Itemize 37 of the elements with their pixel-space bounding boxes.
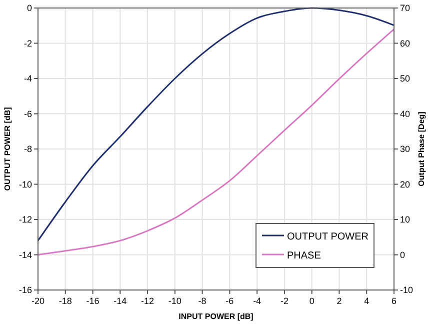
x-tick-label: -4: [253, 296, 262, 306]
y2-tick-label: 10: [400, 214, 410, 224]
y2-tick-label: 0: [400, 250, 406, 260]
x-tick-label: 6: [391, 296, 397, 306]
y2-tick-label: 30: [400, 144, 410, 154]
y2-tick-label: -10: [400, 285, 414, 295]
y-axis-title: OUTPUT POWER [dB]: [3, 106, 12, 191]
x-tick-label: -20: [31, 296, 45, 306]
x-tick-label: -8: [198, 296, 206, 306]
x-tick-label: -10: [168, 296, 182, 306]
x-tick-label: -14: [114, 296, 127, 306]
x-tick-label: -2: [280, 296, 288, 306]
y2-tick-label: 60: [400, 38, 410, 48]
y-tick-label: -2: [24, 38, 32, 48]
x-tick-label: 0: [309, 296, 314, 306]
y2-tick-label: 20: [400, 179, 410, 190]
x-tick-label: -18: [58, 296, 72, 306]
legend-label: PHASE: [287, 250, 322, 262]
y2-axis-title: Output Phase [Deg]: [417, 111, 426, 186]
y2-tick-label: 70: [400, 3, 410, 13]
x-tick-label: 2: [336, 296, 342, 306]
x-tick-label: -6: [226, 296, 234, 306]
legend-label: OUTPUT POWER: [287, 232, 368, 242]
x-tick-label: -16: [86, 296, 100, 306]
y-tick-label: -12: [18, 214, 32, 224]
y-tick-label: -14: [18, 250, 32, 260]
y-tick-label: -16: [18, 285, 32, 295]
x-tick-label: -12: [141, 296, 154, 306]
y2-tick-label: 50: [400, 74, 410, 84]
y-tick-label: 0: [26, 3, 32, 13]
y-tick-label: -4: [24, 74, 32, 84]
x-tick-label: 4: [364, 296, 370, 306]
y-tick-label: -6: [24, 108, 32, 119]
y2-tick-label: 40: [400, 108, 410, 119]
x-axis-title: INPUT POWER [dB]: [178, 312, 254, 321]
y-tick-label: -8: [24, 144, 32, 154]
y-tick-label: -10: [18, 179, 32, 190]
